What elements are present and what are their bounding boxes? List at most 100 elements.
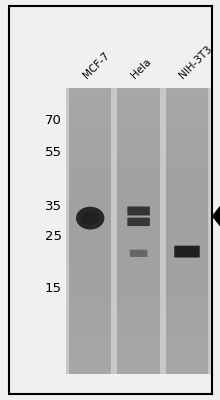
Bar bbox=[117, 268, 160, 271]
Bar bbox=[117, 265, 160, 268]
Bar bbox=[69, 313, 112, 316]
Bar bbox=[166, 220, 208, 223]
Bar bbox=[69, 223, 112, 226]
Bar bbox=[117, 298, 160, 301]
Bar bbox=[117, 253, 160, 256]
Bar bbox=[69, 187, 112, 190]
Bar bbox=[117, 295, 160, 298]
Bar bbox=[117, 133, 160, 136]
Bar bbox=[166, 346, 208, 349]
Bar bbox=[69, 193, 112, 196]
Bar bbox=[117, 205, 160, 208]
Bar bbox=[69, 118, 112, 121]
Bar bbox=[166, 364, 208, 367]
Bar bbox=[117, 235, 160, 238]
Bar bbox=[117, 154, 160, 157]
Bar bbox=[117, 322, 160, 325]
Bar bbox=[166, 109, 208, 112]
Bar bbox=[69, 289, 112, 292]
Bar bbox=[166, 274, 208, 277]
Bar bbox=[117, 241, 160, 244]
Bar bbox=[166, 193, 208, 196]
Bar bbox=[117, 307, 160, 310]
Bar bbox=[166, 100, 208, 103]
Bar bbox=[117, 199, 160, 202]
Bar bbox=[117, 202, 160, 205]
Text: 15: 15 bbox=[45, 282, 62, 295]
Bar bbox=[69, 340, 112, 343]
FancyBboxPatch shape bbox=[174, 246, 200, 258]
Bar bbox=[69, 247, 112, 250]
Bar bbox=[69, 310, 112, 313]
Bar bbox=[166, 352, 208, 355]
Bar bbox=[69, 214, 112, 217]
Bar bbox=[69, 169, 112, 172]
Bar bbox=[166, 325, 208, 328]
Bar bbox=[69, 211, 112, 214]
Bar bbox=[166, 136, 208, 139]
Text: 70: 70 bbox=[45, 114, 62, 127]
Text: 55: 55 bbox=[45, 146, 62, 159]
Bar bbox=[166, 88, 208, 374]
Bar bbox=[69, 190, 112, 193]
Bar bbox=[117, 187, 160, 190]
Bar bbox=[166, 247, 208, 250]
Bar bbox=[69, 373, 112, 376]
Bar bbox=[117, 115, 160, 118]
Bar bbox=[166, 250, 208, 253]
Bar bbox=[117, 310, 160, 313]
Bar bbox=[117, 256, 160, 259]
Bar bbox=[117, 280, 160, 283]
Bar bbox=[166, 370, 208, 373]
Bar bbox=[166, 190, 208, 193]
Bar bbox=[117, 316, 160, 319]
Bar bbox=[117, 169, 160, 172]
Bar bbox=[117, 337, 160, 340]
Bar bbox=[166, 133, 208, 136]
Bar bbox=[69, 127, 112, 130]
Bar bbox=[69, 157, 112, 160]
Bar bbox=[166, 169, 208, 172]
Bar bbox=[117, 325, 160, 328]
Bar bbox=[117, 163, 160, 166]
Text: 25: 25 bbox=[45, 230, 62, 243]
Text: Hela: Hela bbox=[129, 56, 153, 80]
Bar bbox=[69, 124, 112, 127]
Bar bbox=[166, 226, 208, 229]
Bar bbox=[117, 166, 160, 169]
Bar bbox=[117, 136, 160, 139]
Bar bbox=[117, 244, 160, 247]
Bar bbox=[166, 88, 208, 91]
Bar bbox=[166, 163, 208, 166]
Bar bbox=[166, 367, 208, 370]
Bar bbox=[166, 277, 208, 280]
Bar bbox=[69, 319, 112, 322]
Text: 35: 35 bbox=[45, 200, 62, 213]
Bar bbox=[117, 112, 160, 115]
Bar bbox=[69, 100, 112, 103]
Bar bbox=[166, 319, 208, 322]
FancyBboxPatch shape bbox=[130, 250, 147, 257]
Bar bbox=[69, 265, 112, 268]
Bar bbox=[69, 295, 112, 298]
Bar bbox=[166, 91, 208, 94]
Bar bbox=[166, 265, 208, 268]
Bar bbox=[117, 343, 160, 346]
Bar bbox=[69, 238, 112, 241]
Bar bbox=[69, 229, 112, 232]
Bar bbox=[117, 196, 160, 199]
Bar bbox=[166, 103, 208, 106]
Bar bbox=[166, 295, 208, 298]
Bar bbox=[69, 259, 112, 262]
Bar bbox=[117, 175, 160, 178]
Bar bbox=[69, 304, 112, 307]
Bar bbox=[166, 238, 208, 241]
Bar bbox=[117, 334, 160, 337]
Bar bbox=[166, 334, 208, 337]
Bar bbox=[117, 184, 160, 187]
Bar bbox=[166, 187, 208, 190]
Bar bbox=[69, 178, 112, 181]
Bar bbox=[166, 115, 208, 118]
Bar bbox=[166, 145, 208, 148]
Bar bbox=[69, 97, 112, 100]
